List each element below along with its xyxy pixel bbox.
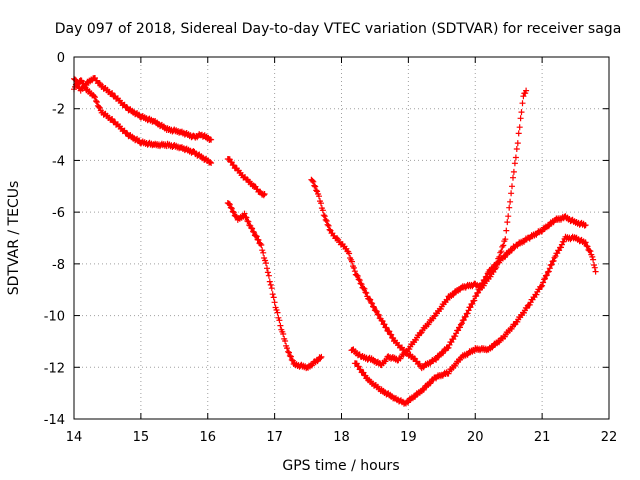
x-tick-label: 18 xyxy=(333,430,350,445)
x-axis-label: GPS time / hours xyxy=(282,458,399,474)
series-track-a-lower xyxy=(71,77,215,166)
y-tick-label: -8 xyxy=(52,258,65,273)
x-tick-label: 16 xyxy=(199,430,216,445)
x-tick-label: 21 xyxy=(534,430,551,445)
series-track-b-upper xyxy=(224,156,268,199)
grid xyxy=(74,57,609,419)
y-axis-label: SDTVAR / TECUs xyxy=(6,181,22,296)
data-point-markers xyxy=(224,200,325,372)
series-track-d xyxy=(348,87,530,369)
series-track-e xyxy=(351,233,599,407)
data-point-markers xyxy=(224,156,268,199)
series-track-c xyxy=(308,176,589,372)
y-tick-label: -2 xyxy=(52,103,65,118)
y-tick-label: -4 xyxy=(52,154,65,169)
data-point-markers xyxy=(308,176,589,372)
y-tick-label: -6 xyxy=(52,206,65,221)
y-tick-label: -10 xyxy=(44,310,65,325)
x-tick-label: 19 xyxy=(400,430,417,445)
data-point-markers xyxy=(351,233,599,407)
x-tick-label: 20 xyxy=(467,430,484,445)
y-tick-label: -14 xyxy=(44,413,65,428)
x-tick-label: 14 xyxy=(66,430,83,445)
chart-title: Day 097 of 2018, Sidereal Day-to-day VTE… xyxy=(55,21,622,37)
data-point-markers xyxy=(348,87,530,369)
y-tick-label: -12 xyxy=(44,361,65,376)
x-tick-label: 22 xyxy=(601,430,618,445)
ticks: 14 15 16 17 18 19 20 21 22 0 -2 -4 -6 -8 -10 -12 -14 xyxy=(44,51,618,445)
series-track-b-lower xyxy=(224,200,325,372)
x-tick-label: 15 xyxy=(133,430,150,445)
y-tick-label: 0 xyxy=(57,51,65,66)
data-point-markers xyxy=(71,77,215,166)
data-series xyxy=(71,75,599,407)
x-tick-label: 17 xyxy=(266,430,283,445)
